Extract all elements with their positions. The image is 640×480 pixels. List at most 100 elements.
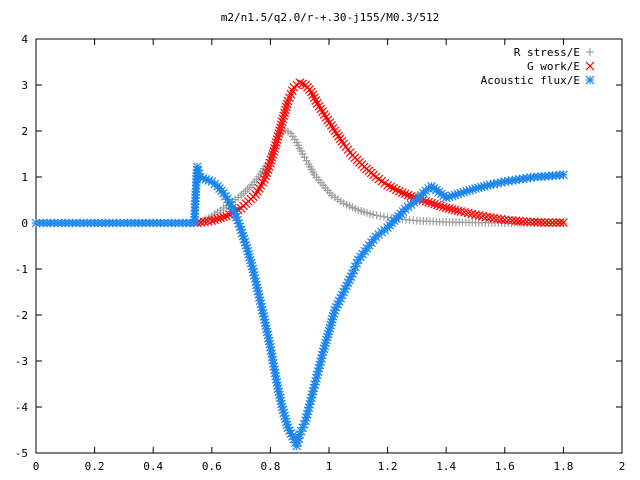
data-point [207,216,217,226]
data-point [432,200,442,210]
data-point [308,90,318,100]
y-tick-label: 1 [21,171,28,184]
data-point [547,218,557,227]
y-tick-label: 3 [21,79,28,92]
data-point [444,204,454,213]
data-point [526,217,535,227]
data-point [276,123,285,133]
y-tick-label: 0 [21,217,28,230]
data-point [272,135,282,144]
data-point [219,212,228,222]
data-point [430,199,439,209]
plot-frame [35,38,623,454]
legend-marker [586,48,594,56]
data-point [397,188,407,198]
data-point [438,202,448,212]
data-point [522,217,532,227]
y-axis: 4 3 2 1 0 -1 -2 -3 -4 -5 [15,33,622,460]
data-point [275,126,285,136]
data-point [478,211,488,221]
data-point [441,203,451,213]
x-tick-label: 1.2 [378,460,398,473]
legend-label: R stress/E [514,46,580,59]
data-point [269,146,279,156]
data-point [281,102,291,112]
y-tick-label: -3 [15,355,28,368]
x-tick-label: 1.8 [553,460,573,473]
data-point [511,216,521,226]
data-point [471,210,480,220]
data-point [270,141,280,150]
data-point [456,207,466,216]
data-point [482,212,491,222]
data-point [264,161,274,171]
x-tick-label: 0 [33,460,40,473]
data-point [555,218,565,227]
data-point [267,152,277,162]
x-tick-label: 0.4 [143,460,163,473]
data-point [260,174,269,184]
x-tick-label: 0.2 [85,460,105,473]
data-point [515,216,524,226]
data-point [368,210,377,219]
data-point [311,96,321,105]
legend-marker [585,75,595,85]
data-point [276,120,286,130]
data-point [241,187,250,196]
data-point [403,190,413,200]
y-tick-label: -1 [15,263,28,276]
data-point [263,165,273,175]
data-point [493,214,502,224]
data-point [200,217,209,227]
x-tick-label: 0.8 [260,460,280,473]
data-point [558,218,568,227]
data-point [309,93,319,103]
data-point [216,213,226,223]
data-point [295,78,305,88]
data-point [447,204,457,214]
chart-title: m2/n1.5/q2.0/r-+.30-j155/M0.3/512 [221,11,440,24]
data-point [463,208,473,218]
data-point [266,155,276,165]
data-point [281,105,290,115]
data-point [540,218,550,227]
data-point [274,129,284,139]
data-point [379,212,388,221]
data-point [213,214,223,224]
data-point [278,114,288,124]
data-point [435,201,445,211]
data-point [537,217,546,227]
legend-marker [585,61,595,71]
data-point [533,217,543,227]
data-point [496,214,506,224]
data-point [400,189,410,199]
data-point [268,149,278,159]
data-point [277,117,287,127]
legend-label: G work/E [527,60,580,73]
data-point [460,207,469,217]
data-point [427,198,436,208]
data-point [474,210,484,220]
data-point [489,213,499,223]
y-tick-label: -4 [15,401,29,414]
data-point [383,180,393,190]
data-point [306,87,316,97]
legend-label: Acoustic flux/E [481,74,580,87]
x-tick-label: 0.6 [202,460,222,473]
data-point [302,156,311,165]
x-tick-label: 1.4 [436,460,456,473]
x-axis: 0 0.2 0.4 0.6 0.8 1 1.2 1.4 1.6 1.8 2 [33,39,625,473]
x-tick-label: 1.6 [495,460,515,473]
data-point [372,211,381,220]
data-point [300,153,309,162]
data-point [500,215,510,225]
data-point [558,170,568,180]
data-point [453,206,463,216]
data-point [504,215,513,225]
data-point [507,216,517,225]
data-point [485,213,495,222]
data-point [203,216,213,226]
y-tick-label: -5 [15,447,28,460]
